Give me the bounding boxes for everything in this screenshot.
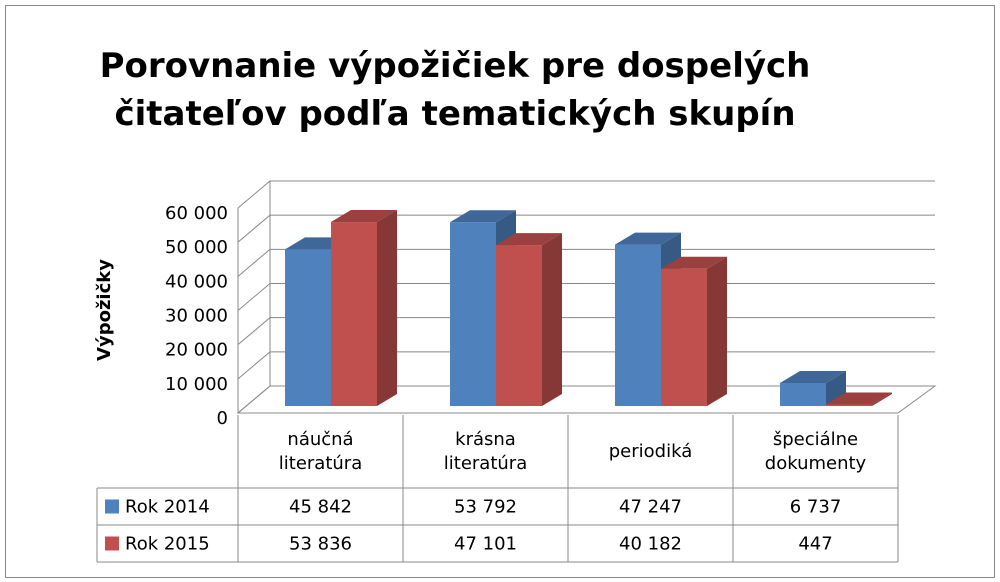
table-value: 40 182 <box>619 534 682 555</box>
bar-top <box>331 210 397 223</box>
x-tick-label: náučná literatúra <box>278 428 363 474</box>
y-tick-label: 20 000 <box>165 340 228 361</box>
bar <box>496 245 542 406</box>
grid-line <box>237 180 935 209</box>
bar-top <box>661 256 727 269</box>
y-axis-label: Výpožičky <box>94 259 115 361</box>
y-tick-label: 30 000 <box>165 306 228 327</box>
x-tick-label: periodiká <box>608 440 693 462</box>
legend-label: Rok 2014 <box>125 497 210 518</box>
bar-side <box>542 233 562 406</box>
bar <box>331 222 377 406</box>
bar-top <box>780 370 846 383</box>
bar <box>780 382 826 406</box>
bar-top <box>826 392 892 405</box>
legend-label: Rok 2015 <box>125 534 210 555</box>
x-tick-label: špeciálne dokumenty <box>764 428 867 474</box>
grid-line <box>237 214 935 243</box>
y-tick-label: 50 000 <box>165 237 228 258</box>
table-value: 53 836 <box>289 534 352 555</box>
y-tick-label: 60 000 <box>165 203 228 224</box>
y-tick-label: 40 000 <box>165 271 228 292</box>
bar <box>661 268 707 406</box>
x-tick-cell: špeciálne dokumenty <box>733 415 898 488</box>
bar-side <box>872 392 892 406</box>
chart-border <box>5 5 995 578</box>
x-tick-label-box: náučná literatúra <box>238 415 403 488</box>
bar <box>826 404 872 406</box>
bar <box>285 249 331 406</box>
grid-line <box>237 248 935 277</box>
chart-title: Porovnanie výpožičiek pre dospelých čita… <box>99 46 811 134</box>
x-tick-label: krásna literatúra <box>443 428 528 474</box>
table-value: 53 792 <box>454 497 517 518</box>
bar <box>615 244 661 406</box>
table-value: 6 737 <box>790 497 842 518</box>
table-value: 45 842 <box>289 497 352 518</box>
legend-key <box>105 499 119 514</box>
bar <box>450 222 496 406</box>
table-value: 47 247 <box>619 497 682 518</box>
table-value: 47 101 <box>454 534 517 555</box>
bar-top <box>496 233 562 246</box>
x-tick-cell: náučná literatúra <box>238 415 403 488</box>
y-tick-label: 10 000 <box>165 374 228 395</box>
y-tick-label: 0 <box>217 408 228 429</box>
bar-side <box>377 210 397 406</box>
bar-side <box>707 256 727 406</box>
bar-side <box>826 370 846 406</box>
bar-top <box>450 210 516 223</box>
legend-key <box>105 536 119 551</box>
x-tick-cell: krásna literatúra <box>403 415 568 488</box>
bar-top <box>615 232 681 245</box>
x-tick-label-box: krásna literatúra <box>403 415 568 488</box>
x-tick-label-box: špeciálne dokumenty <box>733 415 898 488</box>
x-tick-label-box: periodiká <box>568 415 733 488</box>
x-tick-cell: periodiká <box>568 415 733 488</box>
table-value: 447 <box>798 534 832 555</box>
